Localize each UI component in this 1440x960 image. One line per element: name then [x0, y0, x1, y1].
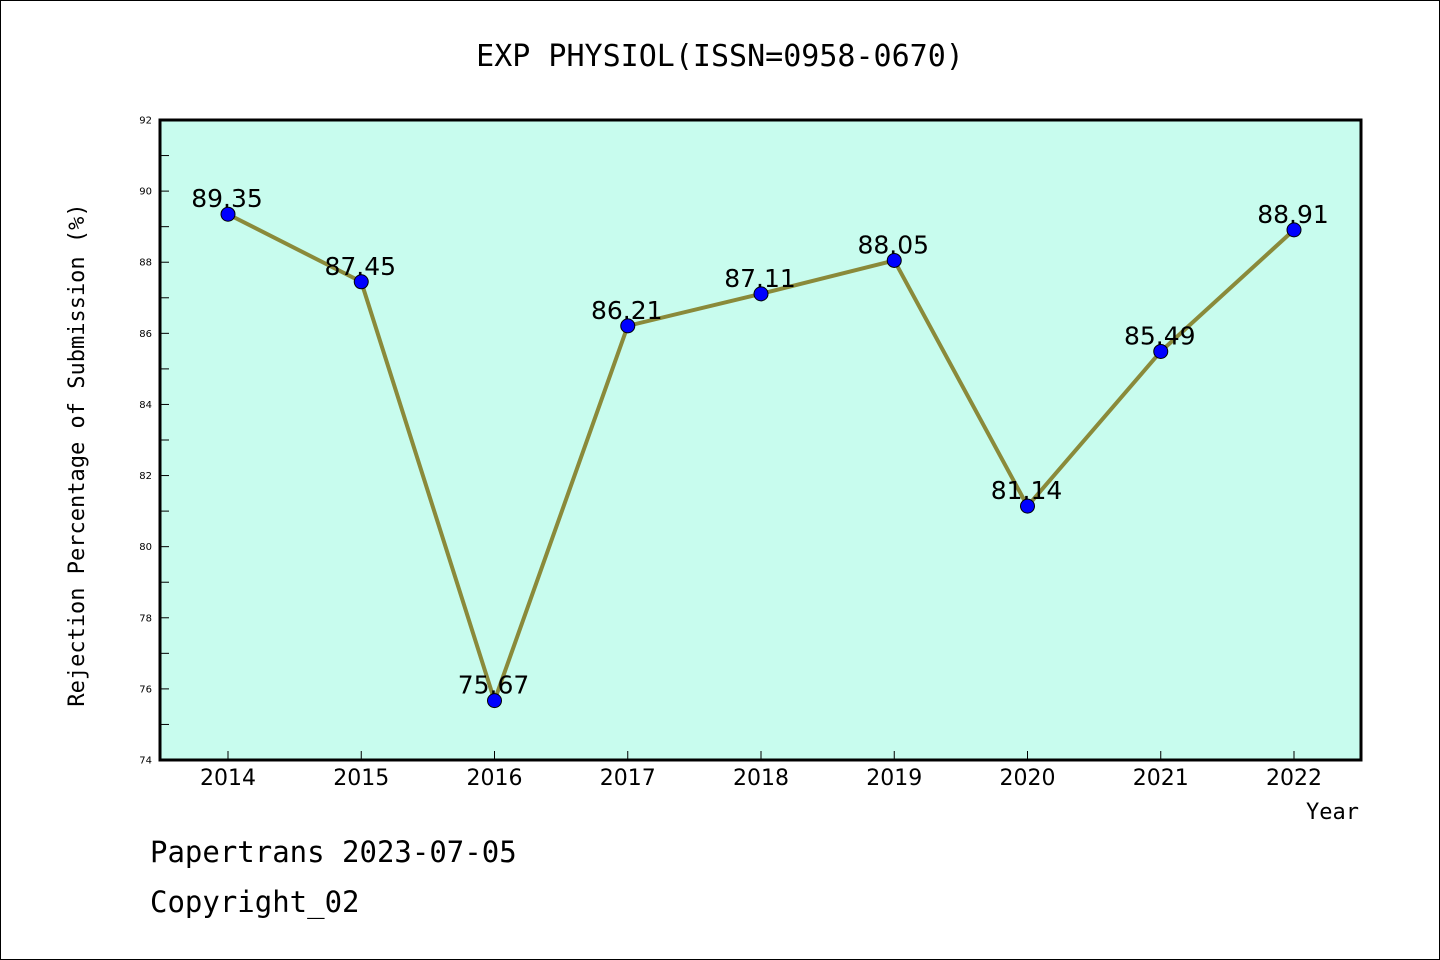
x-tick-label: 2017	[600, 766, 656, 791]
data-label: 89.35	[191, 184, 263, 213]
footer-copyright: Copyright_02	[150, 885, 360, 919]
plot-area	[158, 118, 1363, 762]
data-label: 87.45	[324, 252, 396, 281]
y-tick-label: 88	[139, 258, 152, 269]
data-point	[220, 206, 236, 222]
x-tick-label: 2021	[1133, 766, 1189, 791]
y-tick-label: 78	[139, 613, 152, 624]
footer-date: Papertrans 2023-07-05	[150, 835, 517, 869]
y-tick-label: 90	[139, 187, 152, 198]
x-tick-label: 2020	[1000, 766, 1056, 791]
data-point	[487, 693, 502, 709]
data-point	[1020, 498, 1035, 514]
y-tick-label: 76	[139, 684, 152, 695]
y-axis-label: Rejection Percentage of Submission (%)	[65, 203, 90, 706]
x-tick-label: 2016	[467, 766, 523, 791]
data-point	[753, 286, 769, 302]
chart-title: EXP PHYSIOL(ISSN=0958-0670)	[476, 39, 964, 74]
x-axis-label: Year	[1306, 800, 1359, 825]
x-tick-label: 2014	[200, 766, 256, 791]
y-tick-label: 84	[139, 400, 152, 411]
data-label: 88.91	[1257, 200, 1329, 229]
data-label: 86.21	[591, 296, 663, 325]
data-point	[886, 252, 902, 268]
data-label: 88.05	[857, 230, 929, 259]
data-point	[620, 318, 636, 334]
x-axis: 2014 2015 2016 2017 2018 2019 2020 2021 2022	[200, 751, 1322, 791]
y-tick-label: 80	[139, 542, 152, 553]
x-tick-label: 2019	[866, 766, 922, 791]
y-tick-label: 86	[139, 329, 152, 340]
series-group: 89.35 87.45 75.67 86.21 87.11 88.05 81.14 85.49…	[191, 184, 1329, 709]
data-point	[1153, 343, 1169, 359]
x-tick-label: 2015	[333, 766, 389, 791]
y-axis: 74 76 78 80 82 84 86 88 90 92	[139, 116, 169, 767]
y-tick-label: 74	[139, 756, 152, 767]
data-label: 87.11	[724, 264, 796, 293]
y-tick-label: 92	[139, 116, 152, 127]
data-point	[1286, 222, 1302, 238]
x-tick-label: 2018	[733, 766, 789, 791]
data-label: 85.49	[1124, 321, 1196, 350]
x-tick-label: 2022	[1266, 766, 1322, 791]
y-tick-label: 82	[139, 471, 152, 482]
data-label: 81.14	[991, 476, 1063, 505]
data-point	[353, 274, 369, 290]
data-label: 75.67	[458, 671, 530, 700]
